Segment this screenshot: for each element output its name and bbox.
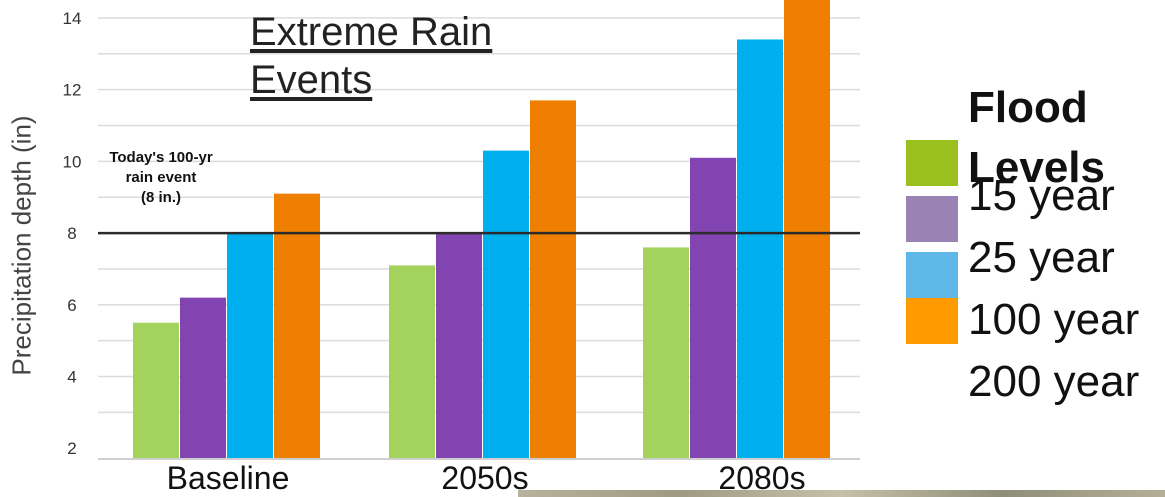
bar-2050s-3	[483, 150, 529, 459]
y-tick-label: 12	[63, 81, 82, 100]
y-tick-label: 6	[67, 296, 76, 315]
legend-label-1: 15 year	[968, 171, 1115, 220]
y-tick-labels: 2 4 6 8 10 12 14	[63, 9, 82, 458]
chart-title: Extreme Rain Events	[250, 8, 570, 104]
legend-title: Flood Levels	[968, 78, 1105, 198]
bar-baseline-1	[133, 322, 179, 459]
legend-swatch-3	[906, 252, 958, 298]
y-tick-label: 4	[67, 368, 76, 387]
chart-title-line-2: Events	[250, 58, 373, 102]
bar-baseline-4	[274, 193, 320, 459]
legend-title-line-2: Levels	[968, 143, 1105, 192]
bar-baseline-3	[227, 233, 273, 459]
bar-2080s-1	[643, 247, 689, 459]
legend-label-2: 25 year	[968, 233, 1115, 282]
x-tick-label: 2050s	[441, 460, 528, 496]
y-axis-label: Precipitation depth (in)	[6, 115, 37, 376]
annotation-line-1: Today's 100-yr	[109, 149, 213, 166]
legend-label-3: 100 year	[968, 295, 1140, 344]
legend-labels: 15 year 25 year 100 year 200 year	[968, 165, 1139, 413]
bar-2080s-3	[737, 39, 783, 459]
legend-swatch-4	[906, 298, 958, 344]
bar-2080s-4	[784, 0, 830, 459]
reference-annotation: Today's 100-yr rain event (8 in.)	[96, 148, 226, 208]
y-tick-label: 10	[63, 152, 82, 171]
chart-title-line-1: Extreme Rain	[250, 10, 493, 54]
bars	[133, 0, 830, 459]
bar-2050s-2	[436, 233, 482, 459]
annotation-line-2: rain event	[125, 169, 197, 186]
legend-swatch-1	[906, 140, 958, 186]
y-tick-label: 8	[67, 224, 76, 243]
bar-2050s-4	[530, 100, 576, 459]
legend-title-line-1: Flood	[968, 83, 1088, 132]
x-tick-label: Baseline	[167, 460, 290, 496]
bar-2050s-1	[389, 265, 435, 459]
y-tick-label: 14	[63, 9, 82, 28]
bar-2080s-2	[690, 157, 736, 459]
legend-swatch-2	[906, 196, 958, 242]
y-tick-label: 2	[67, 439, 76, 458]
annotation-line-3: (8 in.)	[141, 189, 181, 206]
background-photo-strip	[518, 490, 1165, 497]
bar-baseline-2	[180, 297, 226, 459]
legend-label-4: 200 year	[968, 357, 1140, 406]
